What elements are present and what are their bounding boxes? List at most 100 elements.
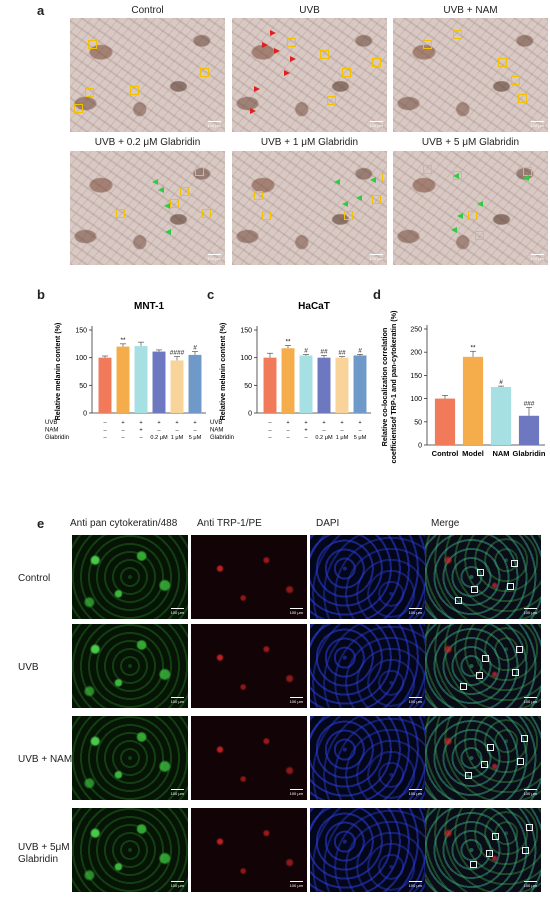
roi-box bbox=[423, 165, 432, 174]
green-arrow-icon bbox=[370, 177, 376, 183]
significance-mark: ## bbox=[338, 350, 346, 357]
treatment-cell: – bbox=[193, 428, 197, 434]
treatment-cell: – bbox=[286, 435, 290, 441]
scale-bar: 100 μm bbox=[170, 789, 184, 796]
scale-bar: 100 μm bbox=[369, 121, 383, 128]
roi-box bbox=[342, 68, 351, 77]
roi-box bbox=[195, 167, 204, 176]
fluorescence-image: 100 μm bbox=[310, 535, 426, 619]
scale-bar: 100 μm bbox=[170, 697, 184, 704]
green-arrow-icon bbox=[356, 195, 362, 201]
roi-box bbox=[372, 58, 381, 67]
y-axis-label: Relative melanin content (%) bbox=[218, 322, 227, 420]
scale-bar: 100 μm bbox=[530, 121, 544, 128]
roi-box bbox=[522, 847, 529, 854]
roi-box bbox=[382, 173, 387, 182]
green-arrow-icon bbox=[342, 201, 348, 207]
significance-mark: #### bbox=[170, 350, 185, 357]
bar bbox=[462, 356, 484, 445]
green-arrow-icon bbox=[164, 203, 170, 209]
y-tick-label: 100 bbox=[410, 396, 422, 403]
y-tick-label: 0 bbox=[83, 411, 87, 418]
fluorescence-image: 100 μm bbox=[425, 716, 541, 800]
micrograph-image: 100 μm bbox=[393, 18, 548, 132]
panel-d-label: d bbox=[373, 287, 381, 302]
roi-box bbox=[465, 772, 472, 779]
micrograph-title: Control bbox=[131, 5, 164, 16]
roi-box bbox=[526, 824, 533, 831]
treatment-cell: + bbox=[322, 420, 325, 426]
roi-box bbox=[511, 76, 520, 85]
green-arrow-icon bbox=[523, 175, 529, 181]
treatment-cell: – bbox=[121, 428, 125, 434]
roi-box bbox=[511, 560, 518, 567]
fluorescence-image: 100 μm bbox=[191, 716, 307, 800]
treatment-row-label: Glabridin bbox=[45, 435, 69, 441]
treatment-row-label: NAM bbox=[45, 428, 58, 434]
roi-box bbox=[116, 209, 125, 218]
treatment-cell: + bbox=[139, 428, 142, 434]
micrograph-title: UVB bbox=[299, 5, 320, 16]
green-arrow-icon bbox=[158, 187, 164, 193]
treatment-cell: – bbox=[358, 428, 362, 434]
treatment-cell: + bbox=[193, 420, 196, 426]
treatment-cell: – bbox=[121, 435, 125, 441]
fluorescence-image: 100 μm bbox=[310, 624, 426, 708]
scale-bar: 100 μm bbox=[289, 697, 303, 704]
panel-c-label: c bbox=[207, 287, 215, 302]
scale-bar: 100 μm bbox=[408, 608, 422, 615]
treatment-row-label: Glabridin bbox=[210, 435, 234, 441]
channel-header: Merge bbox=[431, 518, 460, 529]
y-tick-label: 150 bbox=[240, 328, 252, 335]
roi-box bbox=[327, 96, 336, 105]
bar bbox=[434, 398, 456, 445]
y-tick-label: 200 bbox=[410, 350, 422, 357]
roi-box bbox=[517, 758, 524, 765]
channel-header: Anti pan cytokeratin/488 bbox=[70, 518, 178, 529]
treatment-cell: – bbox=[139, 435, 143, 441]
scale-bar: 100 μm bbox=[207, 121, 221, 128]
micrograph-image: 100 μm bbox=[232, 18, 387, 132]
roi-box bbox=[482, 655, 489, 662]
channel-header: DAPI bbox=[316, 518, 340, 529]
significance-mark: ** bbox=[470, 344, 476, 351]
scale-bar: 100 μm bbox=[530, 254, 544, 261]
bar bbox=[353, 355, 367, 413]
condition-row-label: Control bbox=[18, 573, 51, 584]
green-arrow-icon bbox=[453, 173, 459, 179]
melanin-chart-mnt1: MNT-1 0 50 100 150 Relative melanin content (… bbox=[45, 301, 206, 441]
roi-box bbox=[423, 40, 432, 49]
bar bbox=[518, 415, 540, 445]
roi-box bbox=[492, 833, 499, 840]
red-arrow-icon bbox=[250, 108, 256, 114]
fluorescence-image: 100 μm bbox=[425, 535, 541, 619]
roi-box bbox=[287, 38, 296, 47]
bar bbox=[98, 357, 112, 413]
green-arrow-icon bbox=[451, 227, 457, 233]
red-arrow-icon bbox=[270, 30, 276, 36]
roi-box bbox=[200, 68, 209, 77]
treatment-cell: – bbox=[268, 435, 272, 441]
significance-mark: # bbox=[193, 345, 197, 352]
roi-box bbox=[481, 761, 488, 768]
x-tick-label: Model bbox=[462, 449, 484, 458]
roi-box bbox=[521, 735, 528, 742]
bar bbox=[317, 357, 331, 413]
bar bbox=[281, 348, 295, 413]
roi-box bbox=[460, 683, 467, 690]
y-tick-label: 100 bbox=[75, 355, 87, 362]
significance-mark: # bbox=[304, 347, 308, 354]
chart-title: HaCaT bbox=[298, 301, 330, 312]
roi-box bbox=[471, 586, 478, 593]
treatment-cell: – bbox=[268, 428, 272, 434]
significance-mark: # bbox=[499, 379, 503, 386]
micrograph-image: 100 μm bbox=[70, 18, 225, 132]
colocalization-chart: 0 50 100 150 200 250 Relative co-localization … bbox=[380, 310, 546, 464]
condition-row-label: UVB + 5μM Glabridin bbox=[18, 842, 70, 865]
scale-bar: 100 μm bbox=[523, 789, 537, 796]
treatment-cell: + bbox=[304, 428, 307, 434]
treatment-cell: + bbox=[139, 420, 142, 426]
roi-box bbox=[202, 209, 211, 218]
treatment-cell: – bbox=[304, 435, 308, 441]
roi-box bbox=[372, 195, 381, 204]
